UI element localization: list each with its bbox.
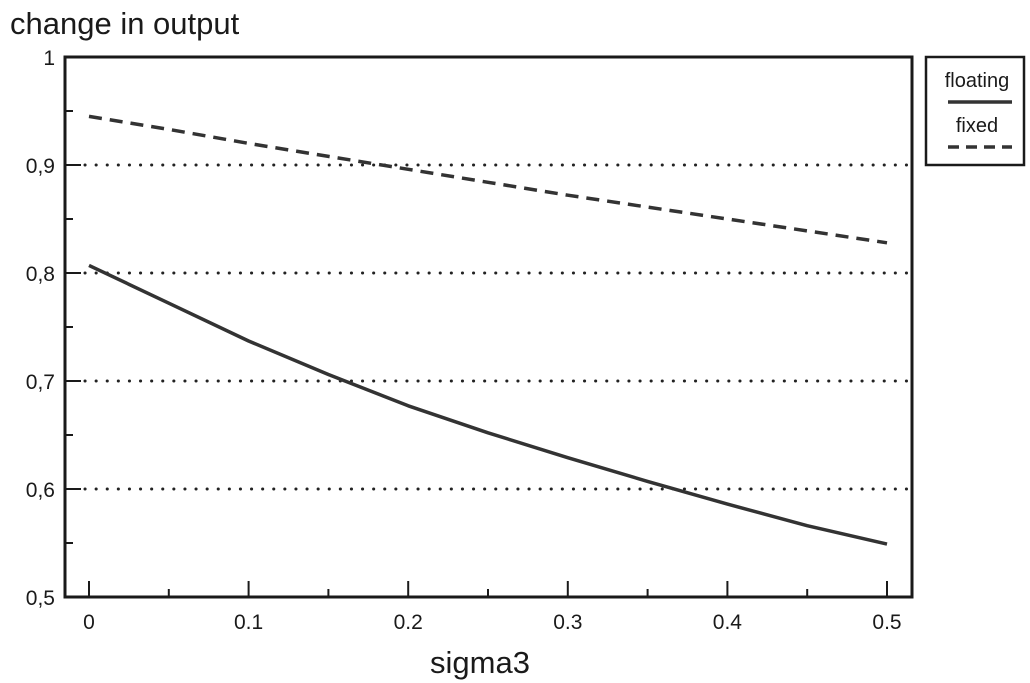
plot-frame [63, 55, 914, 599]
legend-label-fixed: fixed [956, 115, 998, 137]
x-tick-label: 0.3 [553, 611, 582, 634]
x-axis-label: sigma3 [430, 645, 530, 680]
x-tick-label: 0.2 [394, 611, 423, 634]
legend-label-floating: floating [945, 70, 1010, 92]
ticks: 0,5 0,6 0,7 0,8 0,9 1 0 0.1 0.2 0.3 0.4 0.5 [26, 47, 902, 634]
legend: floating fixed [924, 55, 1026, 167]
y-tick-label: 0,6 [26, 479, 55, 502]
y-tick-label: 0,8 [26, 263, 55, 286]
series-lines [88, 114, 888, 546]
x-tick-label: 0 [83, 611, 95, 634]
series-line-fixed [88, 114, 888, 245]
y-tick-label: 0,5 [26, 587, 55, 610]
gridlines [83, 163, 917, 491]
x-tick-label: 0.4 [713, 611, 743, 634]
x-tick-label: 0.1 [234, 611, 263, 634]
x-tick-label: 0.5 [872, 611, 901, 634]
series-line-floating [88, 263, 888, 546]
y-tick-label: 0,9 [26, 155, 55, 178]
y-axis-label: change in output [10, 6, 240, 41]
y-tick-label: 1 [43, 47, 55, 70]
y-tick-label: 0,7 [26, 371, 55, 394]
axes [63, 55, 914, 599]
